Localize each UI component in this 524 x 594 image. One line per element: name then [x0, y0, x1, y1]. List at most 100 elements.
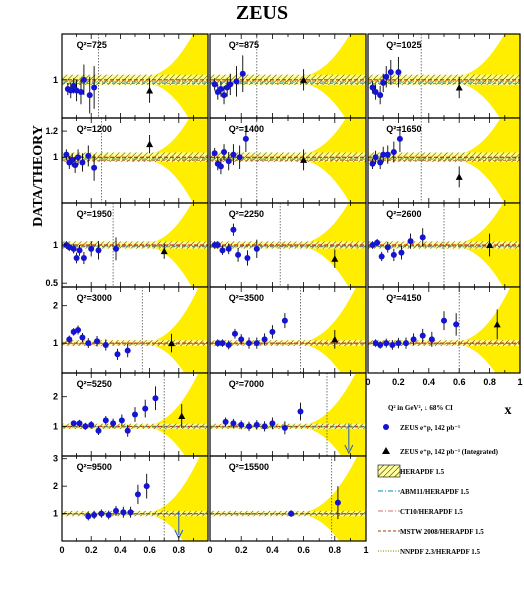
panel: Q²=9500 1 2 3	[53, 454, 209, 542]
legend-entry: ZEUS e⁺p, 142 pb⁻¹ (Integrated)	[400, 448, 499, 456]
panel: Q²=725 1	[53, 33, 209, 119]
uncertainty-band	[210, 456, 366, 541]
integrated-point	[331, 335, 339, 343]
x-tick-label: 0.2	[235, 545, 248, 555]
panel-label: Q²=1200	[77, 124, 112, 134]
data-point	[79, 334, 86, 341]
panel-label: Q²=875	[229, 40, 259, 50]
data-point	[124, 427, 131, 434]
data-point	[95, 427, 102, 434]
panel-plot-area	[210, 456, 366, 541]
data-point	[407, 238, 414, 245]
x-tick-label: 0.8	[329, 545, 342, 555]
y-tick-label: 2	[53, 481, 58, 491]
data-point	[217, 85, 224, 92]
data-point	[395, 69, 402, 76]
data-point	[114, 351, 121, 358]
y-tick-label: 1	[53, 338, 58, 348]
data-point	[67, 87, 74, 94]
data-point	[238, 421, 245, 428]
data-point	[230, 151, 237, 158]
data-point	[377, 159, 384, 166]
y-tick-label: 1	[53, 240, 58, 250]
panel-label: Q²=3000	[77, 293, 112, 303]
y-tick-label: 2	[53, 301, 58, 311]
panel-plot-area	[62, 118, 208, 203]
data-point	[269, 420, 276, 427]
x-tick-label: 0.6	[297, 545, 310, 555]
data-point	[410, 336, 417, 343]
data-point	[253, 340, 260, 347]
legend-entry: CT10/HERAPDF 1.5	[400, 508, 463, 516]
data-point	[152, 395, 159, 402]
data-point	[219, 340, 226, 347]
panel: Q²=4150	[367, 286, 521, 374]
x-tick-label: 0.6	[143, 545, 156, 555]
y-tick-label: 1	[53, 75, 58, 85]
data-point	[217, 163, 224, 170]
data-point	[387, 69, 394, 76]
data-point	[419, 332, 426, 339]
data-point	[113, 507, 120, 514]
x-tick-label: 1	[363, 545, 368, 555]
data-point	[246, 423, 252, 430]
data-point	[377, 341, 384, 348]
legend-entry: MSTW 2008/HERAPDF 1.5	[400, 528, 484, 536]
data-point	[244, 254, 251, 261]
data-point	[374, 239, 381, 246]
data-point	[118, 417, 125, 424]
legend-marker	[377, 464, 401, 478]
data-point	[419, 234, 426, 241]
data-point	[221, 92, 228, 99]
integrated-point	[146, 87, 154, 94]
data-point	[80, 254, 87, 261]
legend-marker	[382, 447, 390, 454]
data-point	[225, 341, 232, 348]
data-point	[113, 245, 120, 252]
data-point	[211, 81, 218, 88]
data-point	[214, 242, 221, 248]
panel: Q²=2600	[367, 202, 521, 288]
data-point	[396, 135, 403, 142]
panel-grid: Q²=725 1 Q²=875 Q²=1025 Q²=1200 1 1.2 Q²=1400 Q²…	[45, 33, 523, 555]
panel: Q²=1400	[209, 117, 367, 204]
data-point	[395, 340, 402, 347]
uncertainty-band	[210, 287, 366, 373]
panel: Q²=3500	[209, 286, 367, 374]
uncertainty-band	[62, 373, 208, 456]
y-tick-label: 1	[53, 421, 58, 431]
data-point	[66, 336, 73, 343]
data-point	[132, 411, 138, 418]
data-point	[82, 423, 89, 430]
data-point	[281, 424, 288, 431]
uncertainty-band	[210, 373, 366, 456]
x-tick-label: 0	[365, 377, 370, 387]
data-point	[88, 245, 95, 252]
y-axis-label: DATA/THEORY	[31, 125, 46, 227]
integrated-point	[331, 255, 339, 262]
panel-plot-area	[62, 34, 208, 118]
data-point	[239, 70, 246, 77]
data-point	[230, 420, 237, 427]
data-point	[389, 341, 396, 348]
data-point	[372, 340, 379, 347]
data-point	[242, 135, 249, 142]
panel-plot-area	[210, 118, 366, 203]
panel-plot-area	[210, 287, 366, 373]
uncertainty-band	[368, 287, 520, 373]
data-point	[76, 247, 83, 254]
data-point	[441, 317, 447, 324]
panel-label: Q²=7000	[229, 379, 264, 389]
data-point	[75, 154, 82, 161]
x-tick-label: 0.8	[173, 545, 186, 555]
x-tick-label: 0.2	[85, 545, 98, 555]
data-point	[85, 513, 92, 520]
data-point	[428, 336, 435, 343]
data-point	[334, 499, 341, 506]
data-point	[72, 162, 79, 169]
data-point	[372, 89, 379, 96]
data-point	[77, 89, 84, 96]
data-point	[377, 92, 384, 99]
legend-entry: ABM11/HERAPDF 1.5	[400, 488, 469, 496]
data-point	[127, 509, 134, 516]
